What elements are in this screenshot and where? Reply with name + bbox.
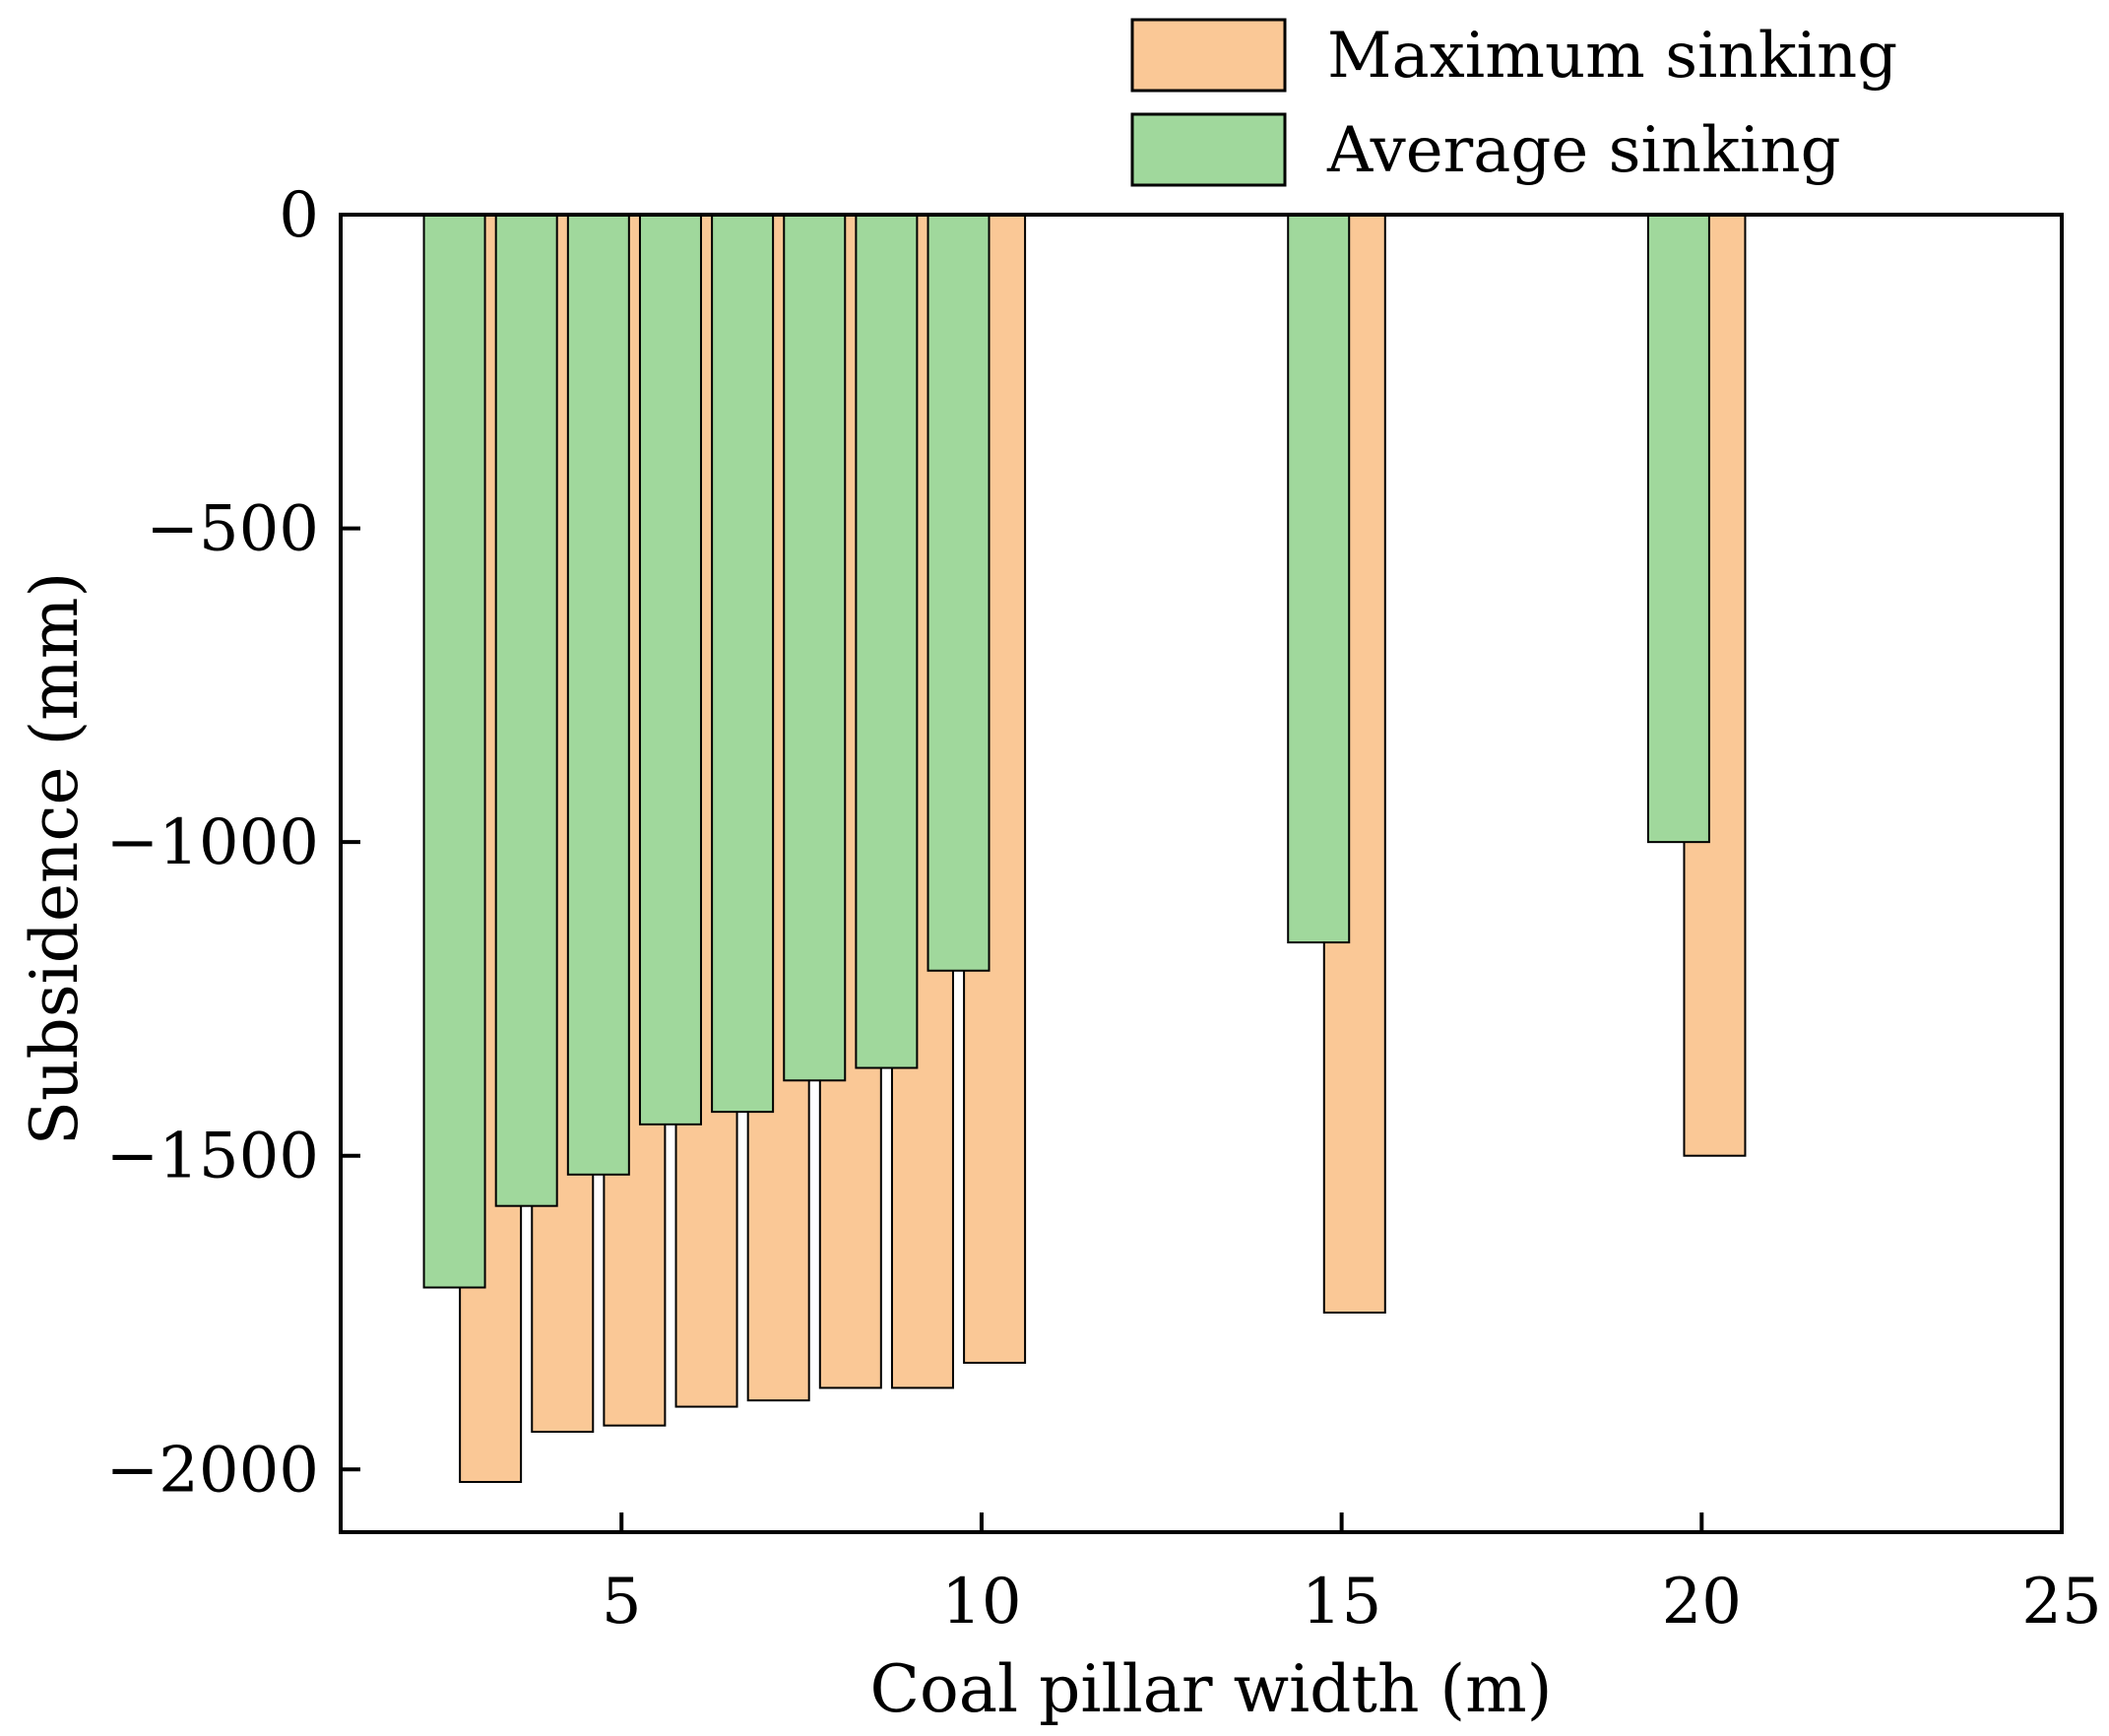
y-tick-label: −1500 [106, 1121, 320, 1193]
x-tick-label: 15 [1302, 1566, 1381, 1639]
legend-max-sinking-swatch [1130, 18, 1287, 93]
bars-layer [422, 214, 1747, 1484]
plot-frame [339, 213, 2064, 1534]
y-tick-label: −500 [146, 493, 319, 566]
legend-avg-sinking-label: Average sinking [1326, 114, 1841, 187]
avg-sinking-bar-20 [1646, 214, 1710, 844]
x-tick-label: 20 [1662, 1566, 1742, 1639]
x-tick-label: 25 [2021, 1566, 2101, 1639]
avg-sinking-bar-8 [783, 214, 847, 1082]
avg-sinking-bar-6 [638, 214, 702, 1125]
avg-sinking-bar-7 [711, 214, 775, 1114]
x-tick-label: 5 [602, 1566, 642, 1639]
avg-sinking-bar-9 [855, 214, 919, 1069]
legend-max-sinking-label: Maximum sinking [1327, 20, 1897, 93]
avg-sinking-bar-5 [566, 214, 630, 1176]
y-tick-label: −2000 [106, 1434, 320, 1507]
ticks-layer: 0 −500 −1000 −1500 −2000 5 10 15 20 25 [106, 179, 2102, 1639]
y-tick-label: −1000 [106, 806, 320, 879]
legend: Maximum sinking Average sinking [1130, 18, 1897, 187]
avg-sinking-bar-15 [1287, 214, 1351, 944]
avg-sinking-bar-10 [927, 214, 991, 972]
x-tick-label: 10 [941, 1566, 1021, 1639]
y-axis-title: Subsidence (mm) [17, 572, 93, 1145]
avg-sinking-bar-4 [494, 214, 558, 1207]
y-tick-label: 0 [279, 179, 319, 252]
legend-avg-sinking-swatch [1130, 112, 1287, 187]
avg-sinking-bar-3 [422, 214, 486, 1289]
x-axis-title: Coal pillar width (m) [869, 1651, 1552, 1727]
